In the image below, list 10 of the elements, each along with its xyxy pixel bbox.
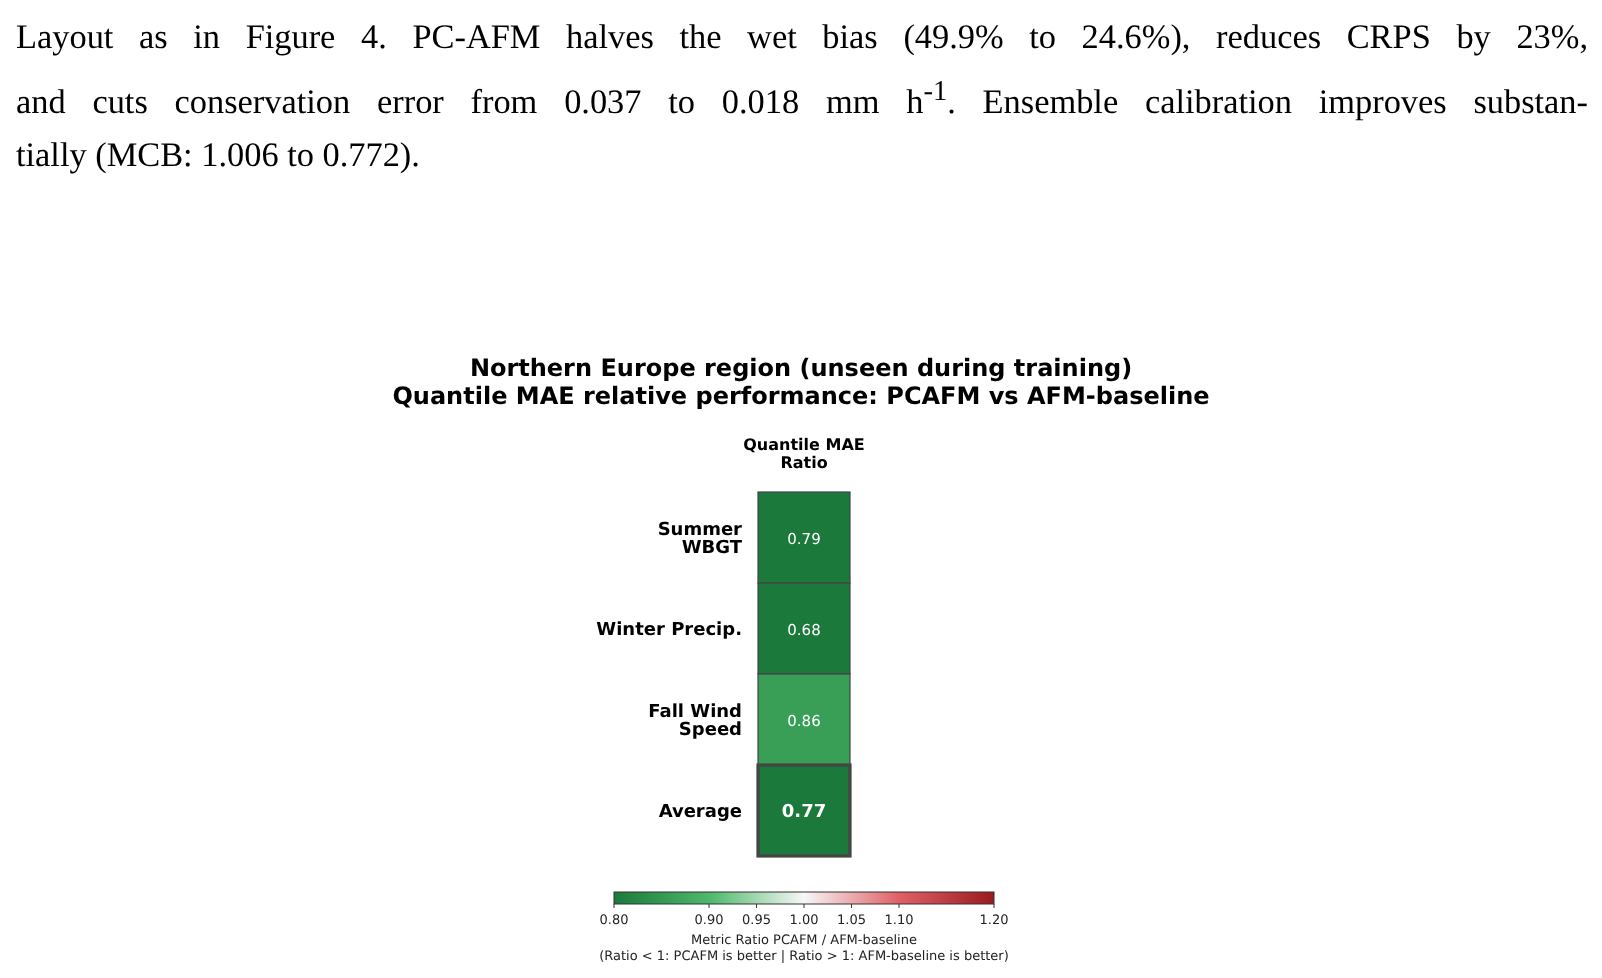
y-tick-label: Summer WBGT bbox=[657, 520, 744, 559]
data-label: 0.77 bbox=[781, 802, 827, 823]
y-tick-label: Average bbox=[658, 802, 742, 823]
text: Layout as in Figure 4. PC-AFM halves the wet bias (49.9% to 24.6%), reduces CRPS by 23%, bbox=[16, 16, 1588, 60]
y-tick-label: Fall Wind Speed bbox=[648, 702, 742, 741]
y-tick-label: Winter Precip. bbox=[596, 620, 742, 641]
text: tially (MCB: 1.006 to 0.772). bbox=[16, 133, 422, 178]
chart-title: Northern Europe region (unseen during training) Quantile MAE relative performance: PCAFM vs AFM-baseline bbox=[390, 354, 1212, 410]
x-tick-label: Quantile MAE Ratio bbox=[743, 436, 865, 472]
text: and cuts conservation error from 0.037 to 0.018 mm h$^{-1}$. Ensemble calibration improves substan- bbox=[16, 73, 1589, 125]
